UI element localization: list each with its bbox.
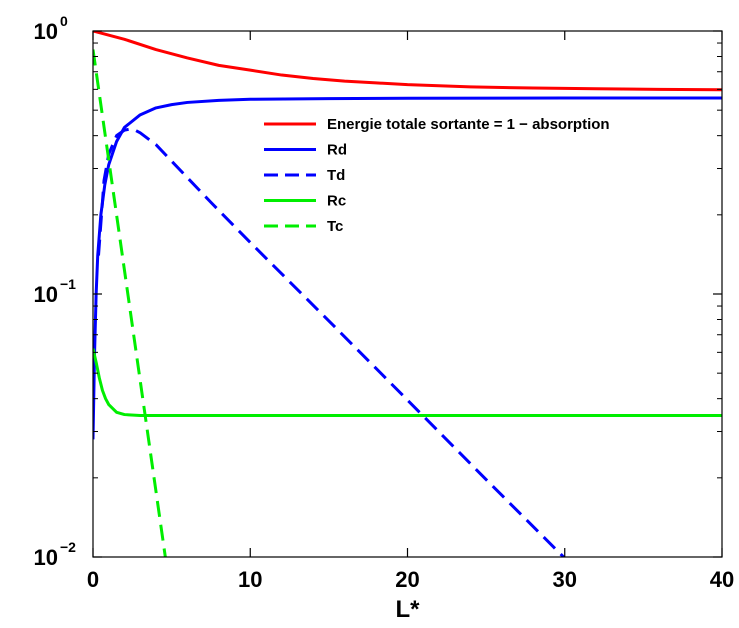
plot-frame [92, 30, 723, 558]
legend-label: Rd [327, 142, 347, 159]
y-tick-label: 10 0 [34, 13, 68, 44]
series-line-td [97, 127, 566, 557]
y-tick-label-base: 10 [34, 282, 58, 307]
series-line-tc [93, 49, 167, 557]
y-tick-label-exponent: 0 [60, 13, 68, 29]
legend-item-td: Td [264, 167, 345, 184]
legend-item-energie-totale-sortante-1-absorption: Energie totale sortante = 1 − absorption [264, 116, 610, 133]
x-tick-label: 10 [238, 567, 262, 592]
y-tick-label: 10 −1 [34, 276, 77, 307]
plot-background [93, 31, 722, 557]
legend-item-tc: Tc [264, 218, 343, 235]
y-tick-label: 10 −2 [34, 539, 77, 570]
series-line-energie-totale-sortante-1-absorption [93, 31, 722, 92]
legend-label: Tc [327, 218, 343, 235]
series-layer [93, 31, 722, 557]
legend: Energie totale sortante = 1 − absorption… [264, 116, 610, 235]
x-tick-label: 20 [395, 567, 419, 592]
y-tick-label-exponent: −2 [60, 539, 76, 555]
x-tick-label: 30 [553, 567, 577, 592]
legend-item-rc: Rc [264, 193, 346, 210]
legend-label: Rc [327, 193, 346, 210]
x-tick-label: 40 [710, 567, 734, 592]
series-line-rd [93, 96, 722, 440]
legend-item-rd: Rd [264, 142, 347, 159]
x-tick-label: 0 [87, 567, 99, 592]
x-axis-label: L* [396, 596, 421, 623]
series-line-rc [93, 348, 722, 418]
y-tick-label-exponent: −1 [60, 276, 76, 292]
legend-label: Energie totale sortante = 1 − absorption [327, 116, 610, 133]
y-tick-label-base: 10 [34, 19, 58, 44]
y-tick-label-base: 10 [34, 545, 58, 570]
legend-label: Td [327, 167, 345, 184]
